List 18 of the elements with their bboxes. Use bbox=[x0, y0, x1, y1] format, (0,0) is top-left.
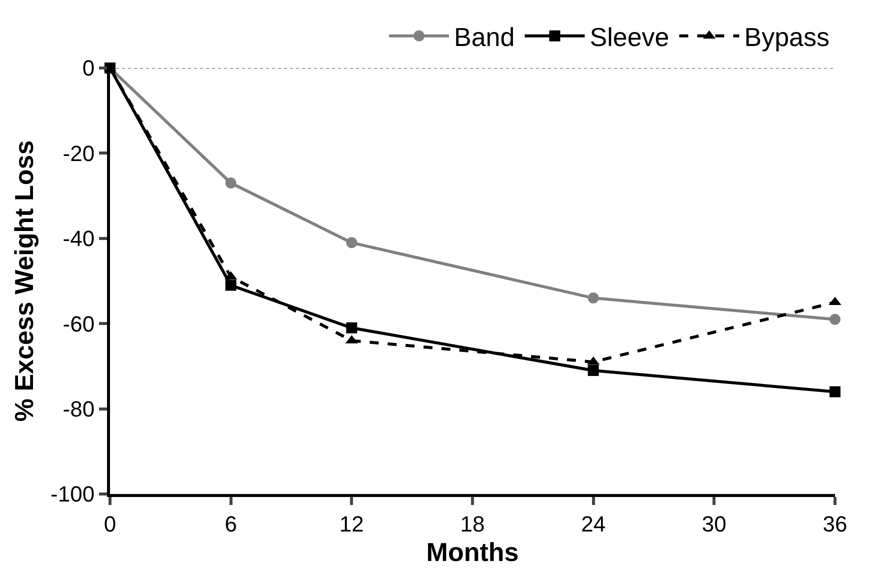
legend-label: Band bbox=[454, 22, 515, 52]
legend-label: Sleeve bbox=[590, 22, 670, 52]
x-tick-label: 24 bbox=[581, 511, 606, 536]
y-tick-label: -20 bbox=[62, 140, 95, 166]
legend-label: Bypass bbox=[744, 22, 830, 52]
y-axis-title: % Excess Weight Loss bbox=[8, 140, 39, 422]
x-axis-title: Months bbox=[426, 537, 519, 568]
x-tick-label: 36 bbox=[822, 511, 848, 536]
y-tick-label: -40 bbox=[62, 226, 95, 252]
x-tick-label: 6 bbox=[224, 511, 237, 536]
x-tick-label: 12 bbox=[339, 511, 364, 536]
x-tick-label: 18 bbox=[460, 511, 485, 536]
y-tick-label: -80 bbox=[62, 396, 95, 422]
y-tick-label: -60 bbox=[62, 311, 95, 336]
y-tick-label: -100 bbox=[50, 482, 95, 507]
x-tick-label: 30 bbox=[702, 511, 726, 536]
y-tick-label: 0 bbox=[82, 56, 95, 81]
x-tick-label: 0 bbox=[104, 511, 116, 536]
